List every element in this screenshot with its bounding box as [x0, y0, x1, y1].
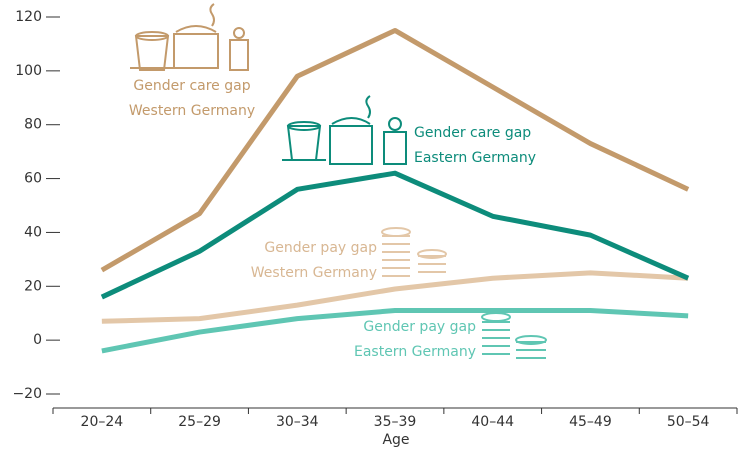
y-tick-label: 80 [24, 117, 42, 133]
coins-west [381, 227, 447, 277]
x-tick-label: 45–49 [569, 414, 612, 430]
y-tick-label: 100 [15, 63, 42, 79]
x-tick-label: 30–34 [276, 414, 319, 430]
coins-east [481, 312, 547, 359]
y-tick-label: −20 [12, 386, 42, 402]
annotation-line: Western Germany [129, 103, 255, 119]
annotation: Gender pay gap Eastern Germany [354, 319, 476, 360]
x-tick-label: 25–29 [178, 414, 221, 430]
annotation-line: Gender care gap [414, 125, 531, 141]
series-line [101, 308, 689, 354]
annotation-line: Gender care gap [133, 78, 250, 94]
x-tick-label: 35–39 [374, 414, 417, 430]
series-line [100, 27, 690, 273]
y-tick-label: 120 [15, 9, 42, 25]
series-line [101, 270, 689, 324]
annotation: Gender care gap Western Germany [129, 78, 255, 119]
x-tick-label: 20–24 [81, 414, 124, 430]
y-tick-label: 40 [24, 224, 42, 240]
annotation-line: Gender pay gap [264, 240, 377, 256]
x-tick-label: 50–54 [667, 414, 710, 430]
icons [130, 3, 547, 359]
care-icons-east [282, 95, 407, 165]
annotation-line: Eastern Germany [354, 344, 476, 360]
series-line [100, 170, 690, 300]
y-tick-label: 20 [24, 278, 42, 294]
y-tick-label: 0 [33, 332, 42, 348]
annotation: Gender pay gap Western Germany [251, 240, 377, 281]
x-axis-title: Age [382, 432, 409, 448]
annotation-line: Gender pay gap [363, 319, 476, 335]
care-icons-west [130, 3, 249, 71]
annotation-line: Western Germany [251, 265, 377, 281]
y-tick-label: 60 [24, 171, 42, 187]
annotation-line: Eastern Germany [414, 150, 536, 166]
annotation: Gender care gap Eastern Germany [414, 125, 536, 166]
x-tick-label: 40–44 [471, 414, 514, 430]
